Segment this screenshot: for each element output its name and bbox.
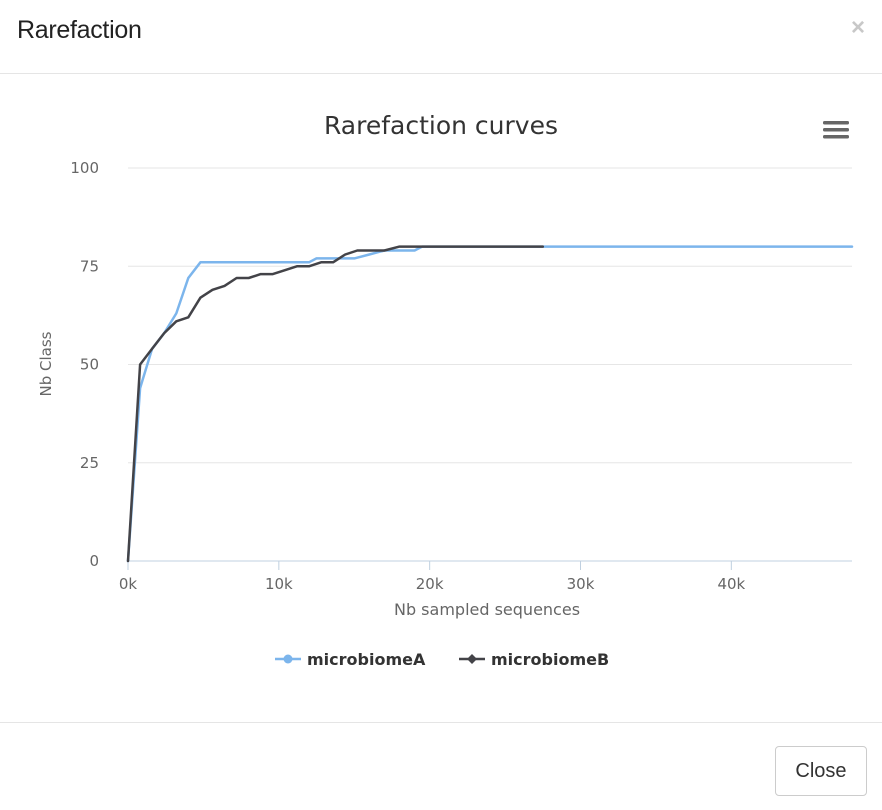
x-tick-label: 10k (265, 575, 293, 593)
y-tick-label: 0 (89, 552, 99, 570)
x-tick-label: 20k (416, 575, 444, 593)
series-line-microbiomeA[interactable] (126, 245, 854, 563)
x-axis-title: Nb sampled sequences (394, 600, 580, 619)
legend-label: microbiomeB (491, 650, 609, 669)
y-tick-label: 25 (80, 454, 99, 472)
y-tick-label: 50 (80, 356, 99, 374)
x-tick-label: 0k (119, 575, 138, 593)
legend-label: microbiomeA (307, 650, 426, 669)
modal-footer (0, 722, 882, 810)
rarefaction-chart: 0 25 50 75 100 0k 10k 20k 30k 40k microbiomeA micr… (37, 111, 854, 669)
modal-body: 0 25 50 75 100 0k 10k 20k 30k 40k microbiomeA micr… (0, 75, 882, 721)
close-button[interactable]: Close (775, 746, 867, 796)
x-tick-label: 30k (567, 575, 595, 593)
y-tick-label: 75 (80, 257, 99, 275)
legend-circle-marker (283, 654, 293, 664)
y-tick-label: 100 (70, 159, 99, 177)
legend-diamond-marker (467, 654, 477, 664)
chart-title: Rarefaction curves (324, 111, 558, 140)
modal-header: Rarefaction × (0, 0, 882, 74)
modal-title: Rarefaction (17, 16, 142, 44)
close-icon[interactable]: × (850, 14, 865, 41)
hamburger-menu-icon[interactable] (820, 112, 854, 142)
y-axis-title: Nb Class (37, 331, 55, 396)
legend-item-microbiomeA[interactable]: microbiomeA (275, 650, 426, 669)
series-line-microbiomeB[interactable] (126, 245, 545, 563)
legend-item-microbiomeB[interactable]: microbiomeB (459, 650, 609, 669)
x-tick-label: 40k (717, 575, 745, 593)
